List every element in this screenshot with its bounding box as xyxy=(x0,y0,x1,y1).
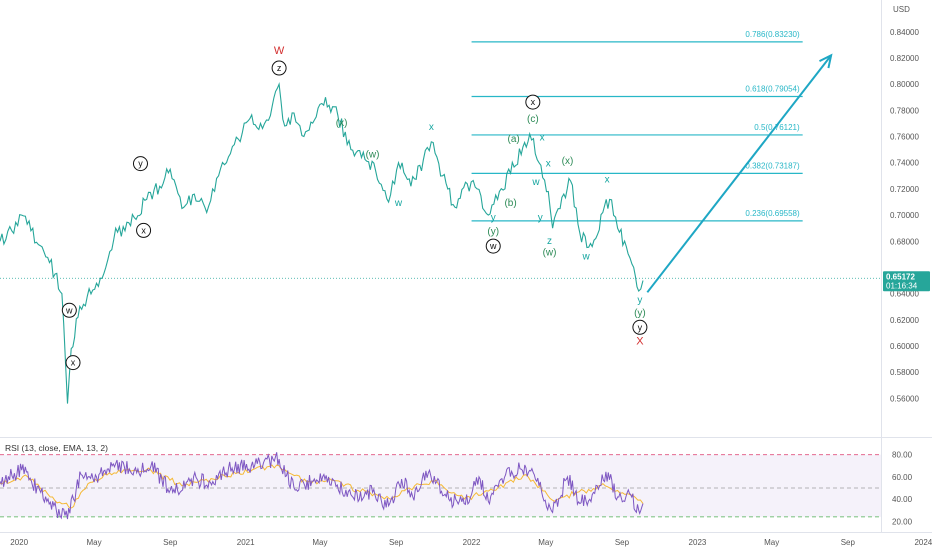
current-price-tag: 0.65172 01:16:34 xyxy=(883,271,930,292)
wave-label: x xyxy=(531,97,536,107)
wave-label: z xyxy=(277,63,282,73)
time-tick-label: Sep xyxy=(615,538,630,547)
currency-label: USD xyxy=(893,5,910,14)
price-tick-label: 0.64000 xyxy=(890,290,919,299)
price-tick-label: 0.70000 xyxy=(890,211,919,220)
price-tick-label: 0.82000 xyxy=(890,54,919,63)
price-tick-label: 0.68000 xyxy=(890,237,919,246)
time-tick-label: Sep xyxy=(163,538,178,547)
price-tick-label: 0.56000 xyxy=(890,394,919,403)
rsi-band-background xyxy=(0,454,881,517)
wave-label: w xyxy=(65,305,73,315)
wave-label-circle xyxy=(271,60,287,76)
price-tick-label: 0.74000 xyxy=(890,159,919,168)
wave-label-circle xyxy=(61,302,77,318)
fibonacci-retracement[interactable]: 0.786(0.83230) 0.618(0.79054) 0.5(0.76121)… xyxy=(471,30,803,222)
fib-level-label: 0.382(0.73187) xyxy=(745,161,800,170)
projection-arrow-shaft[interactable] xyxy=(646,54,832,293)
wave-label: y xyxy=(538,212,543,223)
time-tick-label: May xyxy=(764,538,779,547)
price-tick-label: 0.76000 xyxy=(890,133,919,142)
projection-arrow-head xyxy=(819,53,833,69)
fib-level-label: 0.786(0.83230) xyxy=(745,30,800,39)
wave-label: (b) xyxy=(504,198,516,209)
wave-label: y xyxy=(491,212,496,223)
time-tick-label: May xyxy=(312,538,327,547)
price-tick-label: 0.60000 xyxy=(890,342,919,351)
wave-label: (c) xyxy=(527,114,539,125)
wave-label: y xyxy=(637,295,642,306)
current-price-value: 0.65172 xyxy=(886,272,915,281)
time-tick-label: 2023 xyxy=(689,538,707,547)
wave-label-circle xyxy=(136,222,152,238)
price-pane[interactable]: 0.786(0.83230) 0.618(0.79054) 0.5(0.76121)… xyxy=(0,30,881,404)
rsi-tick-label: 80.00 xyxy=(892,451,913,460)
wave-label: x xyxy=(546,159,551,170)
price-tick-label: 0.78000 xyxy=(890,106,919,115)
time-tick-label: 2022 xyxy=(463,538,481,547)
time-tick-label: Sep xyxy=(841,538,856,547)
wave-label: w xyxy=(531,177,540,188)
time-tick-label: May xyxy=(538,538,553,547)
price-series-line xyxy=(0,82,644,404)
wave-label: W xyxy=(274,45,285,57)
price-axis[interactable]: USD 0.84000 0.82000 0.80000 0.78000 0.76000 0… xyxy=(883,5,930,403)
wave-label: y xyxy=(138,159,143,169)
rsi-legend[interactable]: RSI (13, close, EMA, 13, 2) xyxy=(5,443,108,453)
wave-label: (y) xyxy=(487,227,499,238)
projection-arrow[interactable] xyxy=(646,53,833,293)
wave-label: (x) xyxy=(336,118,348,129)
bar-countdown: 01:16:34 xyxy=(886,281,918,290)
time-tick-label: 2024 xyxy=(914,538,932,547)
wave-label: x xyxy=(605,174,610,185)
wave-label: x xyxy=(429,122,434,133)
wave-label: w xyxy=(581,252,590,263)
rsi-tick-label: 60.00 xyxy=(892,473,913,482)
price-tick-label: 0.84000 xyxy=(890,28,919,37)
wave-label: (w) xyxy=(366,149,380,160)
price-tick-label: 0.80000 xyxy=(890,80,919,89)
wave-label: (x) xyxy=(562,156,574,167)
wave-label: x xyxy=(540,132,545,143)
wave-label-circle xyxy=(485,238,501,254)
wave-label-circle xyxy=(65,355,81,371)
wave-label: (y) xyxy=(634,308,646,319)
wave-label: x xyxy=(71,358,76,368)
time-tick-label: 2020 xyxy=(10,538,28,547)
wave-label: w xyxy=(489,241,497,251)
rsi-ema-line xyxy=(0,464,644,509)
time-tick-label: Sep xyxy=(389,538,404,547)
fib-level-label: 0.236(0.69558) xyxy=(745,209,800,218)
wave-label: x xyxy=(141,225,146,235)
rsi-pane[interactable]: RSI (13, close, EMA, 13, 2) xyxy=(0,443,881,520)
fib-level-label: 0.5(0.76121) xyxy=(754,123,800,132)
wave-label-circle xyxy=(132,156,148,172)
rsi-line xyxy=(0,452,644,520)
price-tick-label: 0.62000 xyxy=(890,316,919,325)
rsi-tick-label: 40.00 xyxy=(892,495,913,504)
wave-label: X xyxy=(636,336,644,348)
wave-label: w xyxy=(394,198,403,209)
rsi-tick-label: 20.00 xyxy=(892,517,913,526)
fib-level-label: 0.618(0.79054) xyxy=(745,85,800,94)
wave-label-circle xyxy=(525,94,541,110)
wave-label: (w) xyxy=(543,248,557,259)
price-tick-label: 0.58000 xyxy=(890,368,919,377)
time-axis[interactable]: 2020 May Sep 2021 May Sep 2022 May Sep 2023 May Sep… xyxy=(10,538,932,547)
wave-label: (a) xyxy=(508,134,520,145)
wave-label: y xyxy=(638,322,643,332)
time-tick-label: May xyxy=(87,538,102,547)
time-tick-label: 2021 xyxy=(237,538,255,547)
price-tick-label: 0.72000 xyxy=(890,185,919,194)
wave-label: z xyxy=(547,236,552,247)
wave-label-circle xyxy=(632,319,648,335)
rsi-axis[interactable]: 80.00 60.00 40.00 20.00 xyxy=(892,451,913,527)
